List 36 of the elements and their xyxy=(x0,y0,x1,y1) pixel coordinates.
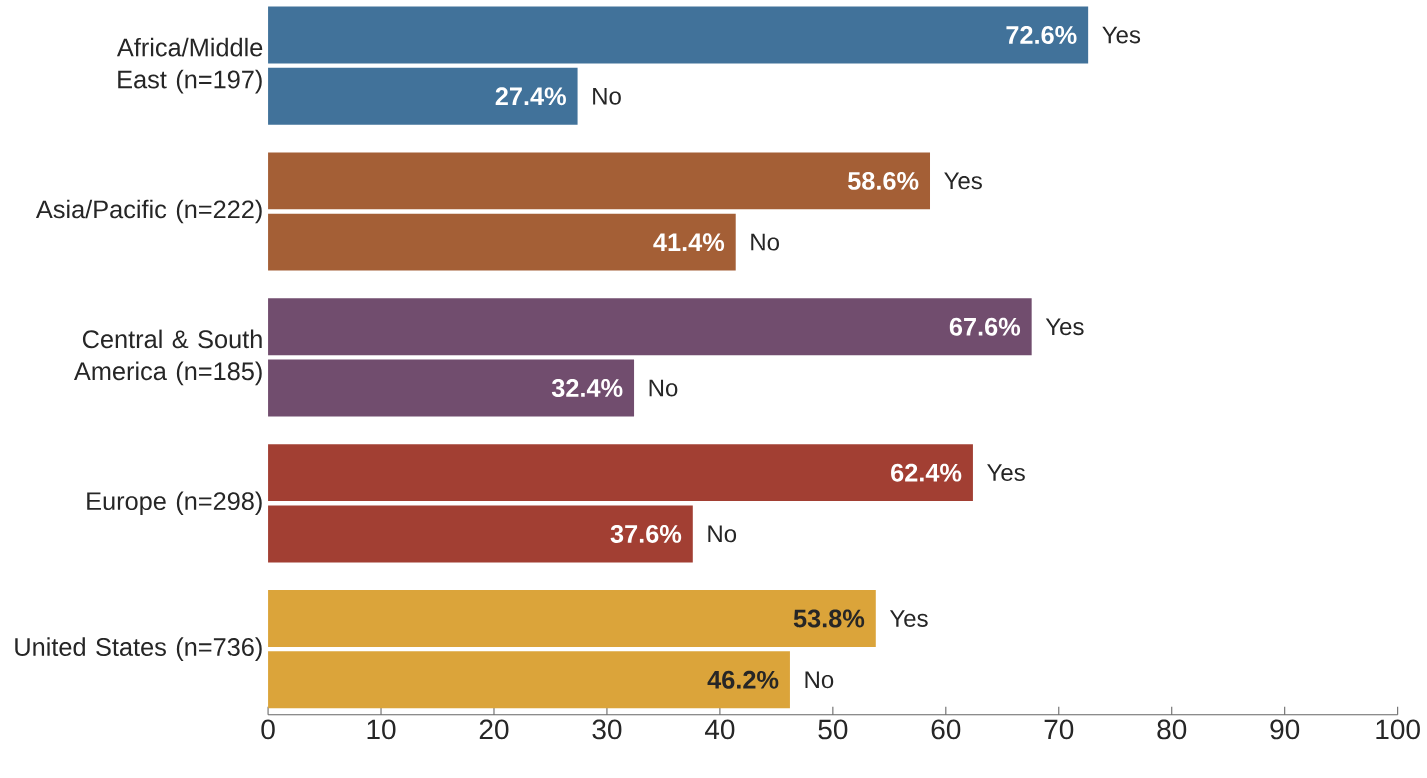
x-tick-label: 0 xyxy=(261,719,275,740)
text: No xyxy=(751,234,779,251)
y-tick-label: Asia/Pacific (n=222) xyxy=(35,199,262,224)
x-tick-label: 70 xyxy=(1044,719,1074,740)
data-label: 62.4% xyxy=(891,463,962,482)
data-label: 41.4% xyxy=(653,233,725,252)
x-tick-label: 80 xyxy=(1157,719,1187,740)
x-tick-label: 60 xyxy=(931,719,961,740)
y-tick-label: Europe (n=298) xyxy=(87,491,262,516)
series-label: No xyxy=(649,379,678,397)
text: No xyxy=(593,88,621,105)
x-tick-label: 30 xyxy=(592,719,622,740)
data-label: 72.6% xyxy=(1006,26,1077,45)
series-label: Yes xyxy=(944,172,982,190)
text: Yes xyxy=(987,464,1025,482)
data-label: 27.4% xyxy=(495,87,566,106)
y-tick-label: Africa/Middle East (n=197) xyxy=(116,38,263,94)
y-tick-label: Central & South America (n=185) xyxy=(73,329,262,386)
data-label: 67.6% xyxy=(949,318,1021,336)
x-tick-label: 100 xyxy=(1376,719,1420,740)
text: Yes xyxy=(1102,26,1141,44)
data-label: 32.4% xyxy=(551,379,623,398)
x-tick-label: 90 xyxy=(1270,719,1300,740)
data-label: 46.2% xyxy=(707,671,779,690)
text: Yes xyxy=(889,610,928,628)
x-tick-label: 50 xyxy=(818,719,848,740)
x-tick-label: 40 xyxy=(704,719,735,740)
text: Yes xyxy=(1045,318,1084,336)
x-tick-label: 20 xyxy=(479,719,509,740)
x-tick-label: 10 xyxy=(367,719,396,740)
data-label: 53.8% xyxy=(793,609,865,628)
data-label: 37.6% xyxy=(610,525,682,544)
text: No xyxy=(708,525,737,543)
text: No xyxy=(805,671,834,689)
data-label: 58.6% xyxy=(848,172,919,191)
y-tick-label: United States (n=736) xyxy=(15,637,262,662)
